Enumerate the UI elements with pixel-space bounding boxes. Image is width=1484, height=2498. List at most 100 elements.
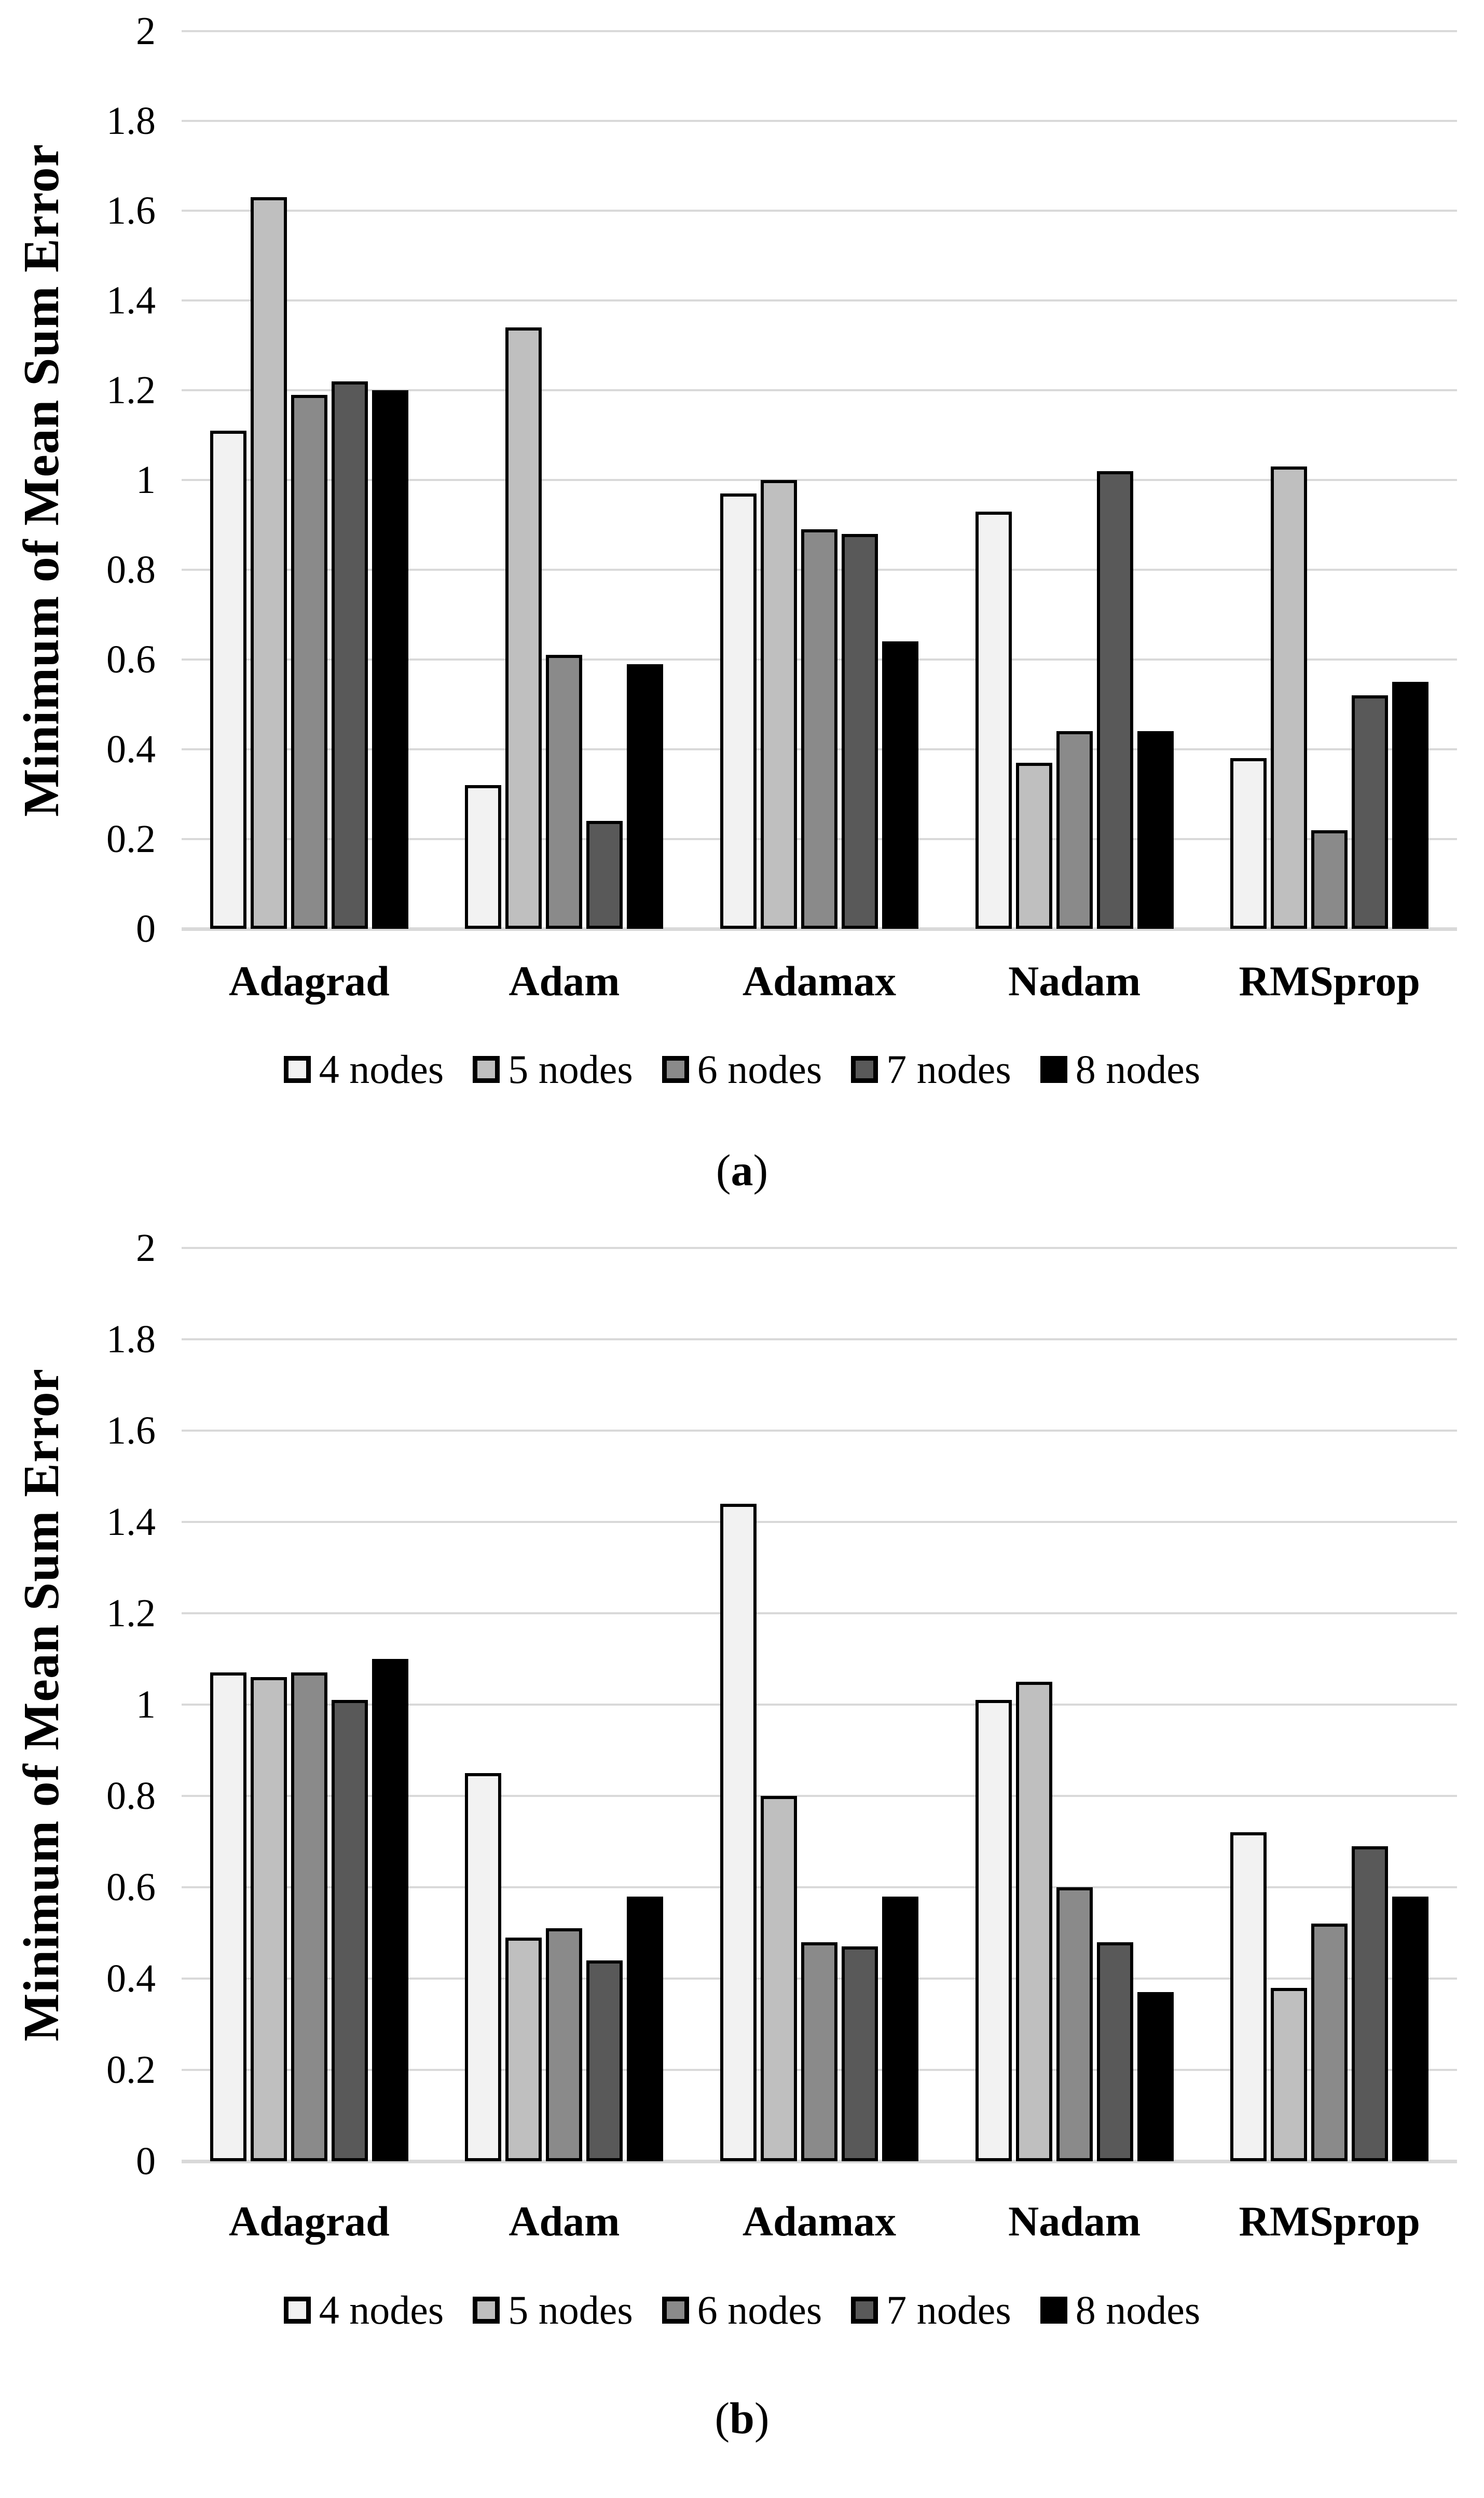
legend-label: 7 nodes — [886, 1047, 1011, 1092]
gridline — [182, 210, 1457, 212]
y-tick-label: 1.4 — [106, 279, 156, 322]
caption-letter: b — [730, 2393, 754, 2443]
x-category-label-adagrad: Adagrad — [228, 2198, 390, 2245]
plot-area — [182, 1248, 1457, 2161]
y-tick-label: 1.8 — [106, 1317, 156, 1361]
bar-8-nodes-adagrad — [372, 390, 408, 929]
y-tick-label: 0.8 — [106, 548, 156, 592]
legend-label: 5 nodes — [508, 2287, 633, 2332]
x-category-label-nadam: Nadam — [1008, 2198, 1141, 2245]
bar-6-nodes-rmsprop — [1311, 1924, 1348, 2161]
gridline — [182, 1795, 1457, 1797]
bar-7-nodes-nadam — [1096, 1942, 1133, 2161]
caption-letter: a — [731, 1145, 753, 1195]
legend-label: 4 nodes — [319, 1047, 444, 1092]
bar-groups — [182, 1248, 1457, 2161]
legend-swatch-icon — [851, 2297, 878, 2324]
bar-8-nodes-adagrad — [372, 1659, 408, 2161]
legend-label: 6 nodes — [697, 2287, 822, 2332]
bar-4-nodes-adam — [465, 785, 502, 929]
bar-7-nodes-adamax — [841, 534, 878, 929]
x-category-label-adagrad: Adagrad — [228, 957, 390, 1005]
bar-5-nodes-adagrad — [250, 197, 287, 929]
x-category-label-nadam: Nadam — [1008, 957, 1141, 1005]
bar-5-nodes-nadam — [1015, 1682, 1052, 2161]
legend-item-7-nodes: 7 nodes — [851, 1049, 1011, 1090]
bar-5-nodes-nadam — [1015, 763, 1052, 929]
gridline — [182, 1338, 1457, 1340]
plot-area — [182, 31, 1457, 929]
y-tick-label: 1.8 — [106, 99, 156, 143]
bar-group-adagrad — [182, 1248, 437, 2161]
legend-swatch-icon — [283, 1056, 311, 1083]
chart-caption: (a) — [0, 1148, 1484, 1192]
bar-6-nodes-adamax — [801, 1942, 837, 2161]
bar-7-nodes-rmsprop — [1352, 695, 1389, 929]
bar-7-nodes-adagrad — [331, 1700, 368, 2161]
bar-5-nodes-adam — [505, 327, 542, 929]
bar-8-nodes-nadam — [1137, 731, 1174, 929]
bar-8-nodes-adam — [627, 664, 664, 929]
bar-4-nodes-adagrad — [210, 431, 246, 929]
legend-item-6-nodes: 6 nodes — [662, 1049, 822, 1090]
legend-swatch-icon — [1040, 1056, 1067, 1083]
y-tick-label: 0 — [136, 2139, 156, 2183]
bar-8-nodes-nadam — [1137, 1992, 1174, 2161]
gridline — [182, 1247, 1457, 1249]
gridline — [182, 299, 1457, 301]
bar-4-nodes-adagrad — [210, 1672, 246, 2161]
chart-caption: (b) — [0, 2396, 1484, 2440]
y-tick-label: 0.2 — [106, 2048, 156, 2092]
gridline — [182, 479, 1457, 481]
y-tick-label: 1.2 — [106, 1591, 156, 1635]
bar-4-nodes-nadam — [975, 1700, 1012, 2161]
bar-6-nodes-nadam — [1056, 731, 1093, 929]
y-tick-label: 1.2 — [106, 368, 156, 412]
gridline — [182, 1521, 1457, 1523]
legend-label: 5 nodes — [508, 1047, 633, 1092]
gridline — [182, 1886, 1457, 1888]
bar-5-nodes-adamax — [760, 480, 797, 929]
bar-group-nadam — [947, 31, 1202, 929]
bar-group-adagrad — [182, 31, 437, 929]
legend-swatch-icon — [473, 1056, 500, 1083]
y-tick-label: 1 — [136, 458, 156, 502]
legend-swatch-icon — [473, 2297, 500, 2324]
bar-8-nodes-adamax — [882, 1897, 918, 2161]
bar-group-adamax — [692, 1248, 947, 2161]
legend-item-8-nodes: 8 nodes — [1040, 2290, 1200, 2330]
x-axis-line — [182, 927, 1457, 931]
bar-group-adam — [437, 31, 692, 929]
bar-5-nodes-rmsprop — [1271, 1988, 1308, 2161]
bar-7-nodes-rmsprop — [1352, 1846, 1389, 2161]
bar-groups — [182, 31, 1457, 929]
y-tick-label: 0.2 — [106, 817, 156, 861]
gridline — [182, 1430, 1457, 1432]
caption-paren: ( — [716, 1145, 731, 1195]
legend-item-4-nodes: 4 nodes — [283, 1047, 444, 1092]
x-category-labels: Adagrad Adam Adamax Nadam RMSprop — [182, 960, 1457, 1003]
legend: 4 nodes 5 nodes 6 nodes 7 nodes 8 nodes — [0, 1049, 1484, 1090]
bar-7-nodes-adagrad — [331, 381, 368, 929]
legend-label: 4 nodes — [319, 2287, 444, 2332]
y-tick-label: 0.6 — [106, 638, 156, 681]
legend-swatch-icon — [1040, 2297, 1067, 2324]
x-axis-line — [182, 2160, 1457, 2163]
bar-group-rmsprop — [1202, 1248, 1457, 2161]
y-tick-label: 2 — [136, 9, 156, 53]
bar-5-nodes-adamax — [760, 1796, 797, 2161]
legend: 4 nodes 5 nodes 6 nodes 7 nodes 8 nodes — [0, 2290, 1484, 2330]
bar-7-nodes-adamax — [841, 1946, 878, 2161]
bar-4-nodes-adamax — [720, 1504, 757, 2161]
bar-group-adamax — [692, 31, 947, 929]
chart-b: Minimum of Mean Sum Error 0 0.2 0.4 0.6 0.8 1 1… — [0, 1217, 1484, 2498]
bar-7-nodes-adam — [586, 1960, 623, 2161]
legend-swatch-icon — [662, 1056, 689, 1083]
y-tick-label: 0.4 — [106, 728, 156, 771]
gridline — [182, 1612, 1457, 1614]
legend-item-5-nodes: 5 nodes — [473, 2290, 633, 2330]
gridline — [182, 120, 1457, 122]
caption-paren: ( — [714, 2393, 730, 2443]
bar-8-nodes-rmsprop — [1392, 1897, 1429, 2161]
legend-swatch-icon — [851, 1056, 878, 1083]
